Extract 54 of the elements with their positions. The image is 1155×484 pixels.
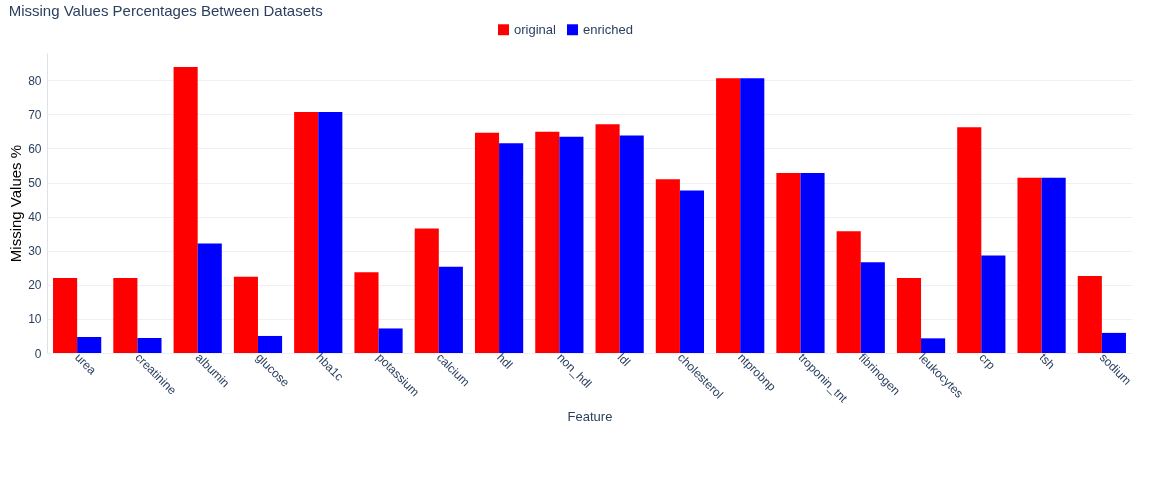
bar	[1077, 275, 1102, 353]
y-tick-label: 50	[28, 176, 42, 191]
bar	[318, 111, 343, 353]
x-tick-label: tsh	[1036, 350, 1058, 372]
bar	[233, 276, 258, 353]
y-tick-label: 40	[28, 210, 42, 225]
y-tick-label: 70	[28, 107, 42, 122]
bar	[776, 173, 801, 353]
y-tick-label: 10	[28, 312, 42, 327]
y-tick-label: 30	[28, 244, 42, 259]
bar	[113, 278, 138, 353]
bar	[378, 328, 403, 353]
bar	[197, 243, 222, 353]
bar	[800, 173, 825, 353]
bar	[535, 131, 560, 353]
legend-label: original	[514, 21, 557, 37]
x-tick-label: crp	[976, 350, 999, 373]
bar	[414, 228, 439, 353]
bar	[1041, 177, 1066, 353]
x-axis-title: Feature	[567, 408, 613, 424]
bar	[53, 278, 78, 353]
bar	[836, 231, 861, 353]
bar	[294, 111, 319, 353]
bar	[474, 132, 500, 353]
bar	[257, 335, 283, 353]
bar	[438, 266, 463, 353]
bar	[137, 338, 162, 353]
bar	[740, 78, 765, 353]
chart-title: Missing Values Percentages Between Datasets	[8, 2, 323, 19]
bar	[921, 338, 946, 353]
y-axis-title: Missing Values %	[7, 144, 25, 263]
bar	[896, 278, 922, 353]
y-tick-label: 60	[28, 141, 42, 156]
y-tick-label: 20	[28, 278, 42, 293]
x-tick-label: ldl	[614, 350, 634, 369]
bar	[860, 262, 885, 353]
bar	[957, 127, 982, 353]
bar	[716, 78, 741, 353]
bar	[77, 336, 102, 353]
legend-label: enriched	[583, 21, 633, 37]
bar	[1017, 177, 1042, 353]
bar	[1101, 332, 1126, 353]
bar	[173, 66, 198, 353]
bar	[559, 136, 584, 353]
bar	[354, 272, 379, 353]
bar	[499, 143, 524, 353]
bar	[981, 255, 1006, 353]
y-tick-label: 80	[28, 73, 42, 88]
x-tick-label: hdl	[494, 350, 516, 372]
bar	[655, 179, 680, 353]
bar	[595, 124, 620, 353]
y-tick-label: 0	[34, 346, 42, 361]
bar	[679, 190, 705, 353]
bar	[619, 135, 644, 353]
